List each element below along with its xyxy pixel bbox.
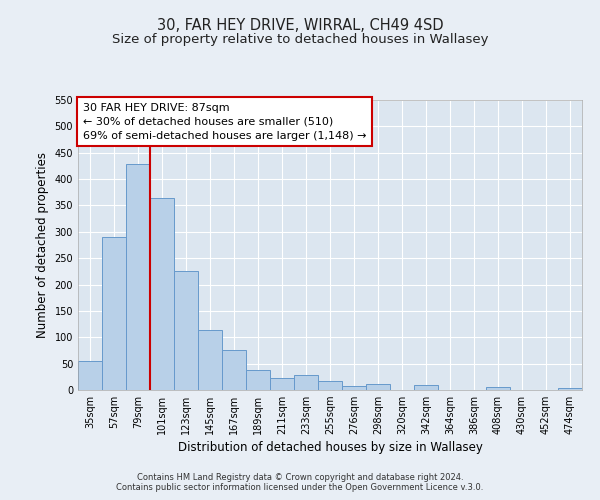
Bar <box>270 378 294 390</box>
Y-axis label: Number of detached properties: Number of detached properties <box>36 152 49 338</box>
Text: Size of property relative to detached houses in Wallasey: Size of property relative to detached ho… <box>112 32 488 46</box>
X-axis label: Distribution of detached houses by size in Wallasey: Distribution of detached houses by size … <box>178 442 482 454</box>
Text: 30 FAR HEY DRIVE: 87sqm
← 30% of detached houses are smaller (510)
69% of semi-d: 30 FAR HEY DRIVE: 87sqm ← 30% of detache… <box>83 103 367 141</box>
Bar <box>198 330 222 390</box>
Bar <box>558 388 582 390</box>
Bar <box>342 386 366 390</box>
Bar <box>150 198 174 390</box>
Text: 30, FAR HEY DRIVE, WIRRAL, CH49 4SD: 30, FAR HEY DRIVE, WIRRAL, CH49 4SD <box>157 18 443 32</box>
Bar <box>486 388 510 390</box>
Bar <box>366 384 390 390</box>
Bar <box>126 164 150 390</box>
Bar <box>414 384 438 390</box>
Bar <box>174 272 198 390</box>
Bar <box>318 380 342 390</box>
Bar <box>78 361 102 390</box>
Bar <box>246 370 270 390</box>
Bar <box>222 350 246 390</box>
Bar <box>294 374 318 390</box>
Bar <box>102 237 126 390</box>
Text: Contains public sector information licensed under the Open Government Licence v.: Contains public sector information licen… <box>116 484 484 492</box>
Text: Contains HM Land Registry data © Crown copyright and database right 2024.: Contains HM Land Registry data © Crown c… <box>137 474 463 482</box>
